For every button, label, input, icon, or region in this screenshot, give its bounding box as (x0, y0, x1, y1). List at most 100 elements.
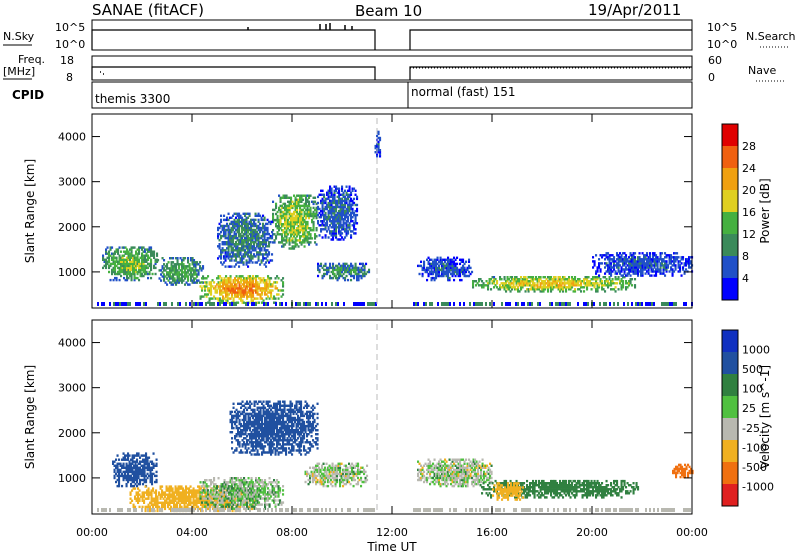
power-cell (354, 213, 357, 217)
power-cell (207, 293, 210, 296)
power-cell (341, 268, 344, 272)
power-cell (253, 247, 256, 250)
power-cell (601, 280, 604, 283)
power-cell (336, 220, 339, 223)
power-cell (108, 252, 111, 255)
velocity-cell (143, 468, 146, 472)
ground-scatter-cell (129, 302, 131, 306)
ground-scatter-cell (459, 302, 461, 306)
power-cell (288, 212, 291, 216)
power-cell (238, 228, 241, 232)
power-cell (220, 224, 223, 228)
power-cell (188, 269, 191, 272)
power-cell (129, 258, 132, 261)
power-cell (342, 266, 345, 270)
power-cell (127, 270, 130, 274)
power-cell (142, 260, 145, 263)
power-cell (309, 233, 312, 236)
power-cell (293, 223, 296, 226)
power-cell (176, 257, 179, 260)
power-cell (111, 258, 114, 261)
ground-scatter-cell (321, 302, 323, 306)
power-cell (262, 214, 265, 217)
power-cell (111, 252, 114, 255)
power-cell (217, 285, 220, 288)
power-cell (284, 231, 287, 234)
power-cell (339, 203, 342, 207)
power-cell (598, 274, 601, 277)
power-cell (351, 264, 354, 268)
power-cell (235, 291, 238, 294)
power-cell (324, 207, 327, 211)
power-cell (332, 197, 335, 201)
power-cell (220, 289, 223, 292)
power-cell (342, 224, 345, 227)
power-cell (374, 146, 377, 150)
power-cell (219, 297, 222, 300)
power-cell (344, 262, 347, 266)
velocity-cell (155, 474, 158, 478)
power-cell (379, 155, 382, 158)
power-cell (426, 268, 429, 272)
power-cell (223, 283, 226, 286)
power-cell (423, 262, 426, 266)
power-cell (239, 259, 242, 262)
power-cell (236, 228, 239, 232)
power-cell (293, 216, 296, 220)
power-cell (287, 233, 290, 236)
power-cells (97, 118, 694, 308)
power-cell (170, 271, 173, 274)
power-cell (226, 297, 229, 300)
ground-scatter-cell (369, 302, 371, 306)
power-cell (185, 275, 188, 278)
power-cell (356, 195, 359, 199)
power-cell (123, 264, 126, 268)
power-cell (333, 220, 336, 223)
power-cell (243, 291, 246, 294)
power-cell (226, 299, 229, 302)
power-cell (118, 266, 121, 270)
power-cell (302, 239, 305, 242)
power-cell (276, 210, 279, 214)
power-cell (333, 205, 336, 209)
power-cell (362, 262, 365, 266)
power-cell (123, 260, 126, 263)
power-cell (297, 194, 300, 197)
power-cell (170, 263, 173, 266)
ground-scatter-cell (299, 302, 301, 306)
power-cell (294, 229, 297, 232)
power-cell (250, 232, 253, 236)
power-cell (123, 276, 126, 280)
power-cell (233, 265, 236, 268)
power-cell (214, 287, 217, 290)
power-cell (341, 193, 344, 196)
power-cell (266, 249, 269, 252)
power-cell (127, 266, 130, 270)
power-cell (132, 268, 135, 272)
power-cell (138, 262, 141, 266)
power-cell (348, 228, 351, 231)
power-cell (284, 220, 287, 224)
power-cell (241, 279, 244, 282)
power-cell (634, 256, 637, 259)
power-cell (181, 269, 184, 272)
power-cell (266, 230, 269, 234)
power-cell (317, 205, 320, 209)
power-cell (251, 218, 254, 222)
power-cell (173, 265, 176, 268)
power-cell (327, 195, 330, 199)
power-cell (330, 209, 333, 213)
power-cell (264, 283, 267, 286)
power-cell (336, 276, 339, 280)
power-cell (276, 218, 279, 222)
power-cell (135, 260, 138, 263)
power-cell (247, 261, 250, 264)
power-cell (221, 224, 224, 228)
ground-scatter-cell (361, 302, 363, 306)
power-cell (650, 274, 653, 277)
power-cell (256, 297, 259, 300)
power-cell (148, 262, 151, 266)
power-cell (193, 265, 196, 268)
power-cell (436, 268, 439, 272)
power-cell (118, 254, 121, 257)
